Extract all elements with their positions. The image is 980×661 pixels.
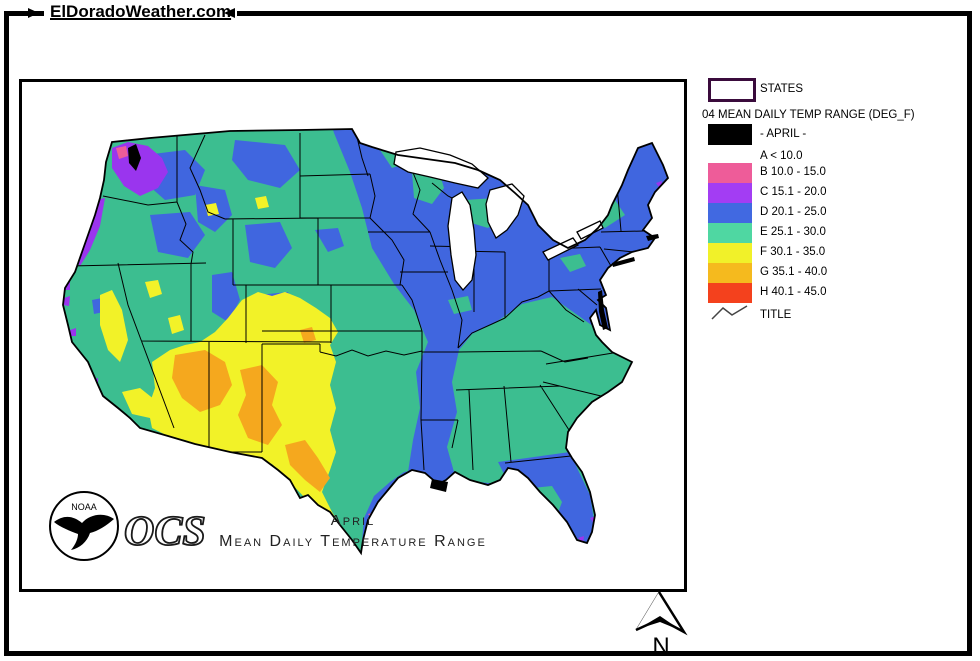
header-line-left <box>8 12 30 15</box>
puget-sound <box>128 144 141 171</box>
cape-cod <box>646 234 659 241</box>
map-orange-patches <box>172 327 330 492</box>
ocs-label: OCS <box>123 508 206 556</box>
north-label: N <box>652 633 669 660</box>
us-temperature-map[interactable] <box>22 82 684 589</box>
chesapeake-bay <box>598 290 608 330</box>
title-zigzag-icon <box>711 305 748 320</box>
state-borders <box>69 132 645 471</box>
states-legend-label: STATES <box>760 83 804 95</box>
legend-swatch-h <box>708 283 752 303</box>
legend-class-label-h: H 40.1 - 45.0 <box>760 286 827 298</box>
great-lakes <box>393 147 604 292</box>
us-outline <box>62 128 670 556</box>
legend-class-label-b: B 10.0 - 15.0 <box>760 166 826 178</box>
legend-swatch-c <box>708 183 752 203</box>
legend-class-label-e: E 25.1 - 30.0 <box>760 226 826 238</box>
north-arrow: N <box>635 591 688 660</box>
legend-swatch-e <box>708 223 752 243</box>
legend-swatch-d <box>708 203 752 223</box>
legend-class-label-a: A < 10.0 <box>760 150 803 162</box>
legend-class-label-c: C 15.1 - 20.0 <box>760 186 827 198</box>
legend-swatch-b <box>708 163 752 183</box>
map-legend: STATES 04 MEAN DAILY TEMP RANGE (DEG_F) … <box>702 78 980 328</box>
noaa-bird-icon <box>54 514 114 550</box>
states-legend-swatch <box>708 78 756 102</box>
legend-class-label-f: F 30.1 - 35.0 <box>760 246 826 258</box>
long-island <box>612 257 635 267</box>
header-arrow-right-icon <box>28 8 39 18</box>
legend-class-label-g: G 35.1 - 40.0 <box>760 266 828 278</box>
legend-title-item-label: TITLE <box>760 309 792 321</box>
april-legend-swatch <box>708 124 752 145</box>
noaa-logo: NOAA <box>49 491 119 561</box>
map-caption-month: April <box>330 512 376 529</box>
noaa-logo-text: NOAA <box>71 502 97 512</box>
header-arrow-left-icon <box>224 8 235 18</box>
legend-swatch-g <box>708 263 752 283</box>
map-caption-title: Mean Daily Temperature Range <box>219 533 487 550</box>
legend-swatch-stack <box>708 163 752 303</box>
map-yellow-patches <box>100 196 269 418</box>
legend-layer-title: 04 MEAN DAILY TEMP RANGE (DEG_F) <box>702 109 915 121</box>
april-legend-label: - APRIL - <box>760 128 807 140</box>
map-frame: April Mean Daily Temperature Range NOAA … <box>19 79 687 592</box>
site-title: ElDoradoWeather.com <box>44 2 238 22</box>
outer-frame <box>4 11 972 656</box>
legend-class-label-d: D 20.1 - 25.0 <box>760 206 827 218</box>
legend-swatch-f <box>708 243 752 263</box>
